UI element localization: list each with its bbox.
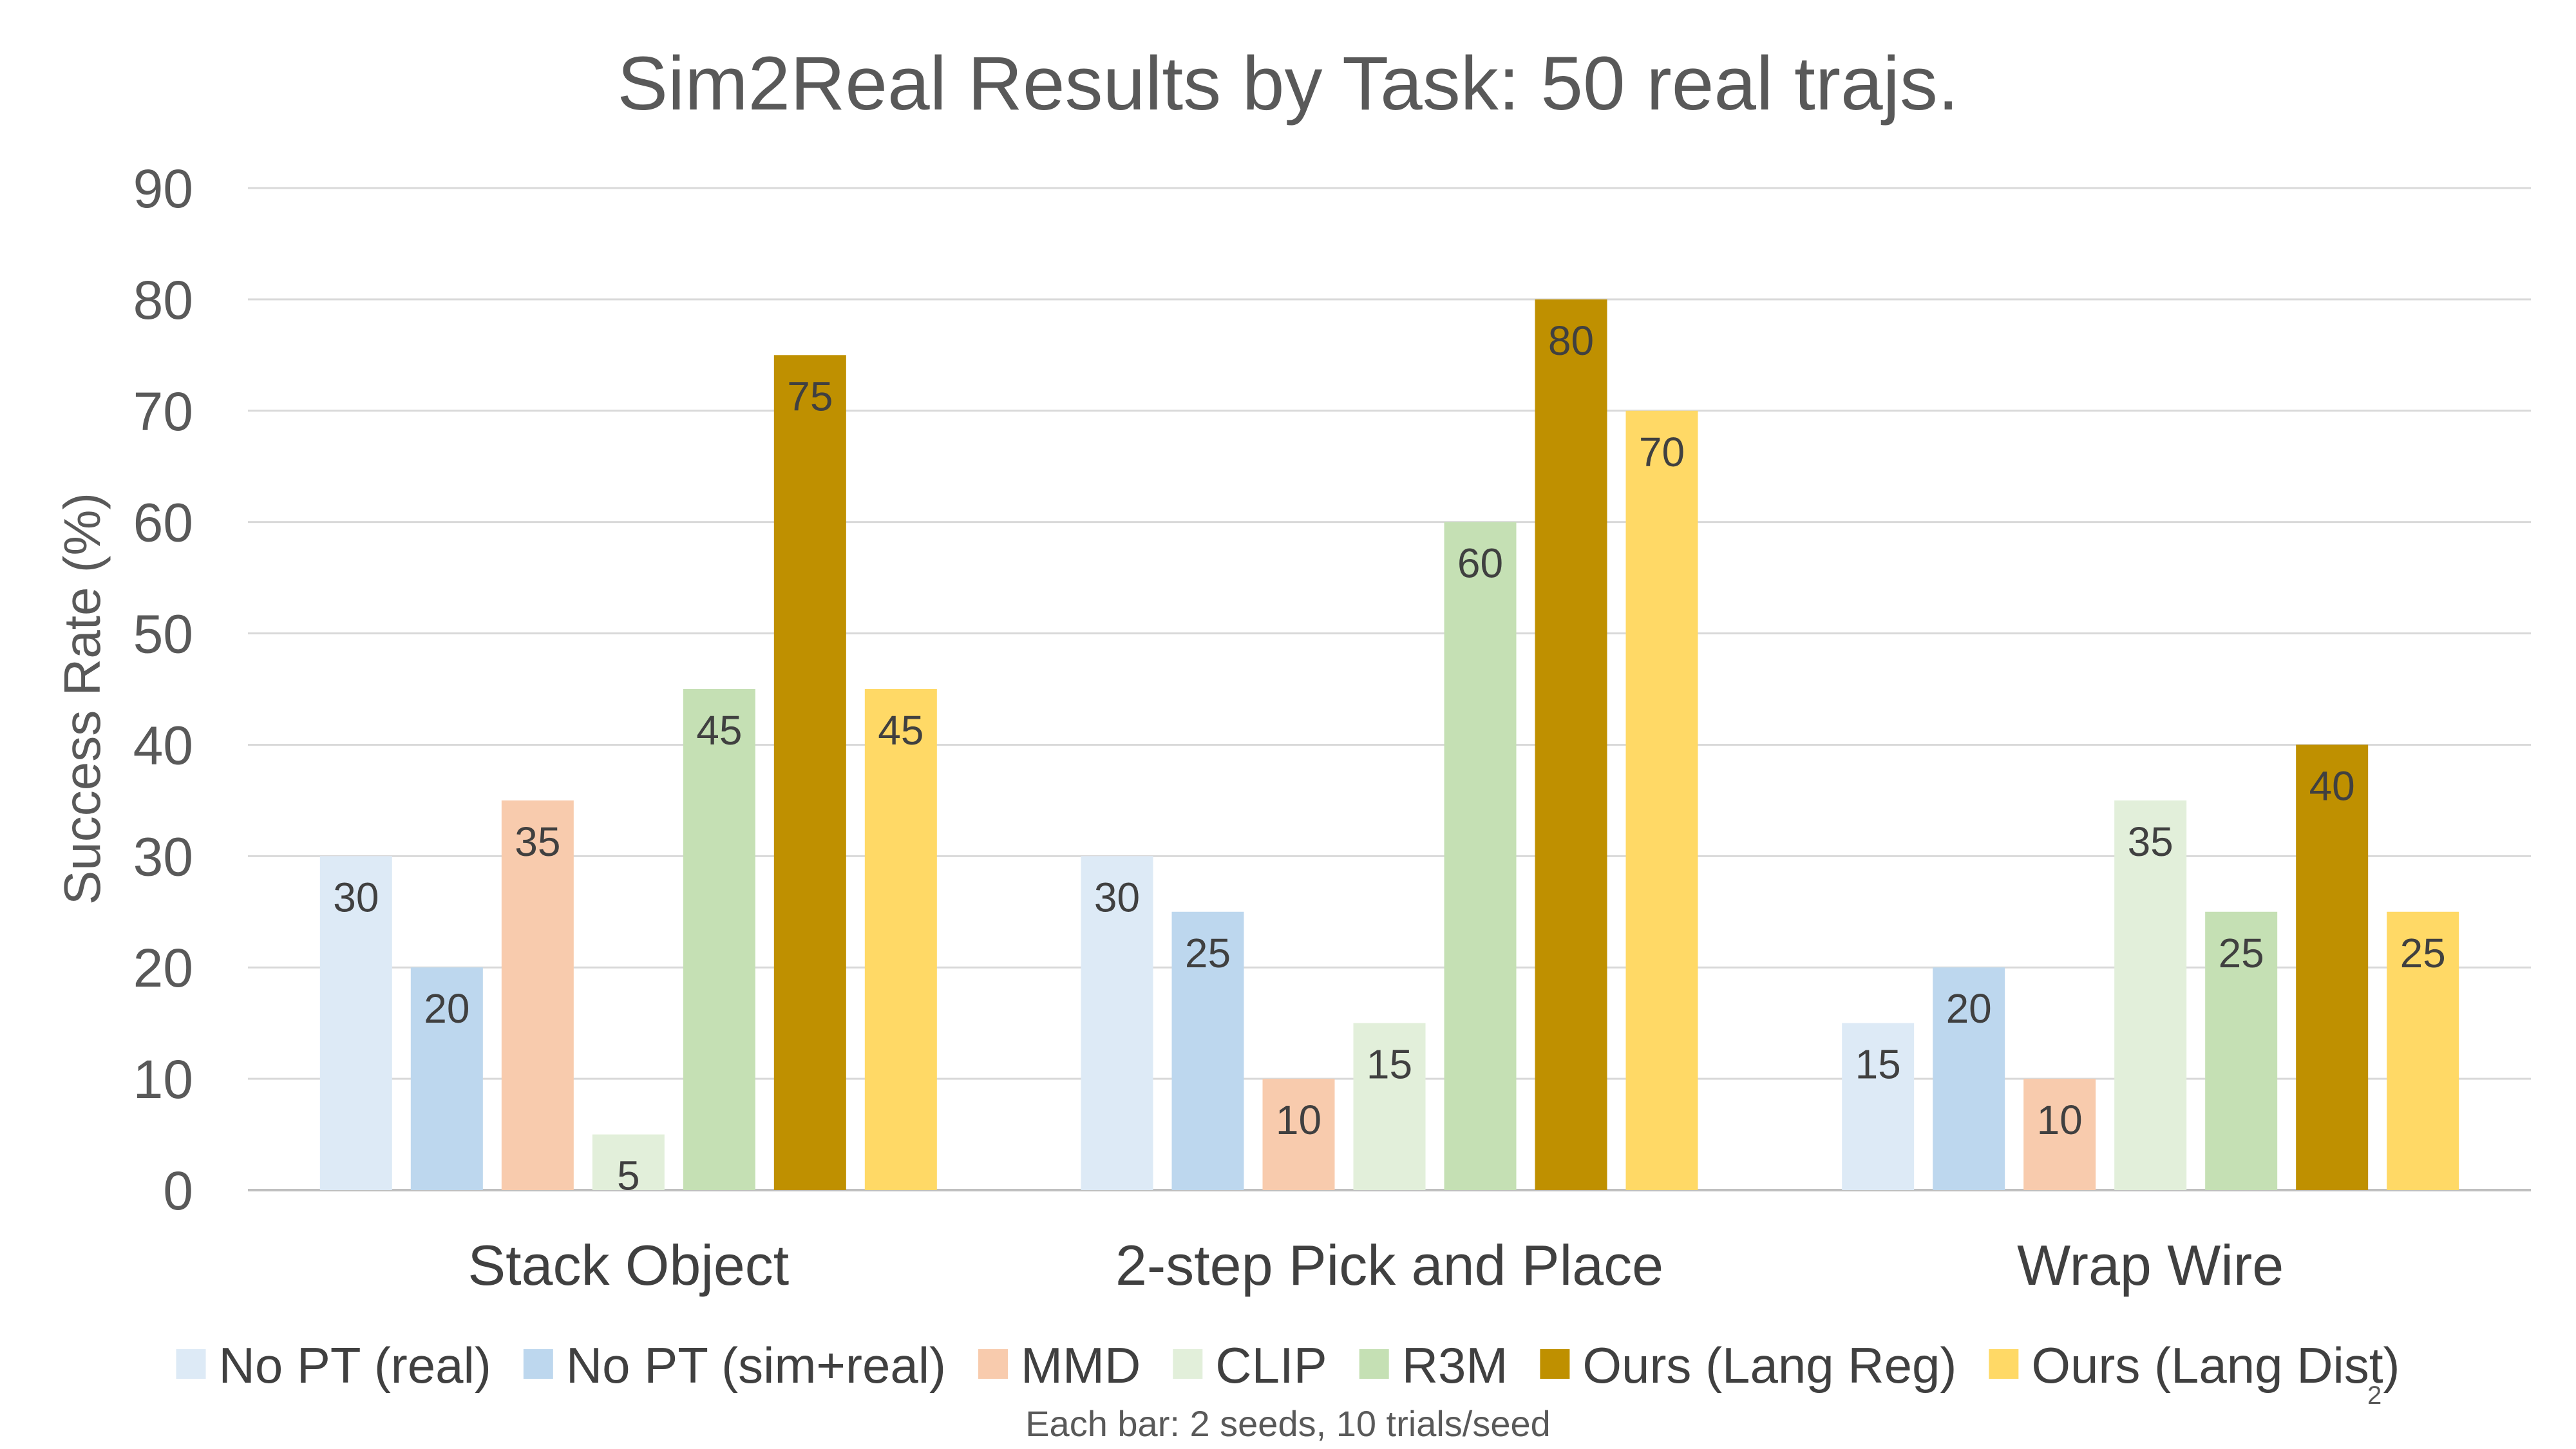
data-label: 25 bbox=[2219, 930, 2264, 976]
chart-title: Sim2Real Results by Task: 50 real trajs. bbox=[617, 41, 1958, 126]
y-tick-label: 50 bbox=[133, 604, 193, 665]
bar bbox=[1842, 1023, 1915, 1190]
bar bbox=[2387, 911, 2459, 1190]
data-label: 30 bbox=[333, 874, 379, 920]
y-tick-label: 30 bbox=[133, 826, 193, 887]
x-axis-categories: Stack Object 2-step Pick and Place Wrap Wi… bbox=[468, 1233, 2284, 1297]
legend-swatch bbox=[1540, 1349, 1570, 1379]
y-tick-label: 40 bbox=[133, 715, 193, 775]
bar bbox=[1262, 1079, 1335, 1190]
data-label: 70 bbox=[1639, 429, 1685, 475]
data-label: 60 bbox=[1457, 540, 1503, 587]
legend: No PT (real) No PT (sim+real) MMD CLIP R3M Ou… bbox=[176, 1337, 2400, 1394]
legend-swatch bbox=[176, 1349, 206, 1379]
legend-swatch bbox=[1173, 1349, 1203, 1379]
legend-label: R3M bbox=[1402, 1337, 1508, 1394]
bar bbox=[1625, 410, 1698, 1190]
bar bbox=[1353, 1023, 1426, 1190]
legend-item: MMD bbox=[978, 1337, 1141, 1394]
legend-label: Ours (Lang Dist) bbox=[2031, 1337, 2400, 1394]
data-label: 30 bbox=[1094, 874, 1140, 920]
y-axis-ticks: 0 10 20 30 40 50 60 70 80 90 bbox=[133, 158, 193, 1221]
data-labels: 30 20 35 5 45 75 45 30 25 10 15 60 80 70 15 20 10 35 25 40 2… bbox=[333, 317, 2446, 1199]
y-tick-label: 70 bbox=[133, 381, 193, 442]
bar bbox=[773, 355, 846, 1191]
data-label: 25 bbox=[1185, 930, 1231, 976]
legend-label: CLIP bbox=[1215, 1337, 1327, 1394]
bar bbox=[410, 967, 483, 1190]
legend-label: No PT (sim+real) bbox=[566, 1337, 946, 1394]
data-label: 45 bbox=[878, 707, 923, 753]
y-tick-label: 60 bbox=[133, 493, 193, 553]
x-category-label: Wrap Wire bbox=[2017, 1233, 2284, 1297]
data-label: 15 bbox=[1855, 1041, 1901, 1088]
bar bbox=[1081, 856, 1153, 1190]
data-label: 35 bbox=[515, 819, 560, 865]
data-label: 80 bbox=[1548, 317, 1594, 364]
y-tick-label: 0 bbox=[163, 1160, 193, 1221]
gridlines bbox=[248, 187, 2531, 1191]
legend-swatch bbox=[1359, 1349, 1389, 1379]
data-label: 75 bbox=[787, 373, 833, 419]
bar bbox=[1535, 299, 1607, 1190]
data-label: 10 bbox=[1276, 1097, 1321, 1143]
legend-label: MMD bbox=[1021, 1337, 1141, 1394]
data-label: 40 bbox=[2309, 762, 2355, 809]
legend-item: No PT (real) bbox=[176, 1337, 491, 1394]
bars bbox=[319, 299, 2459, 1191]
legend-item: No PT (sim+real) bbox=[523, 1337, 946, 1394]
bar bbox=[864, 689, 937, 1190]
bar bbox=[2114, 800, 2187, 1190]
page-number: 2 bbox=[2367, 1381, 2382, 1410]
bar bbox=[2205, 911, 2278, 1190]
data-label: 20 bbox=[1946, 985, 1992, 1032]
legend-swatch bbox=[978, 1349, 1009, 1379]
y-tick-label: 80 bbox=[133, 270, 193, 330]
y-tick-label: 10 bbox=[133, 1049, 193, 1110]
bar bbox=[683, 689, 755, 1190]
bar bbox=[2023, 1079, 2096, 1190]
bar bbox=[501, 800, 574, 1190]
x-category-label: Stack Object bbox=[468, 1233, 789, 1297]
bar bbox=[319, 856, 392, 1190]
bar bbox=[1171, 911, 1244, 1190]
legend-item: Ours (Lang Reg) bbox=[1540, 1337, 1956, 1394]
legend-item: Ours (Lang Dist) bbox=[1989, 1337, 2400, 1394]
y-tick-label: 90 bbox=[133, 158, 193, 219]
bar bbox=[592, 1134, 665, 1190]
legend-label: No PT (real) bbox=[219, 1337, 491, 1394]
legend-item: R3M bbox=[1359, 1337, 1508, 1394]
y-tick-label: 20 bbox=[133, 938, 193, 998]
x-category-label: 2-step Pick and Place bbox=[1115, 1233, 1663, 1297]
data-label: 20 bbox=[424, 985, 469, 1032]
data-label: 25 bbox=[2400, 930, 2446, 976]
bar bbox=[1933, 967, 2005, 1190]
data-label: 10 bbox=[2037, 1097, 2083, 1143]
legend-swatch bbox=[1989, 1349, 2019, 1379]
bar bbox=[2296, 744, 2369, 1190]
legend-swatch bbox=[523, 1349, 553, 1379]
y-axis-label: Success Rate (%) bbox=[53, 493, 111, 905]
footnote: Each bar: 2 seeds, 10 trials/seed bbox=[1025, 1403, 1551, 1444]
data-label: 5 bbox=[617, 1153, 640, 1199]
legend-label: Ours (Lang Reg) bbox=[1582, 1337, 1956, 1394]
data-label: 45 bbox=[696, 707, 742, 753]
legend-item: CLIP bbox=[1173, 1337, 1327, 1394]
data-label: 15 bbox=[1367, 1041, 1412, 1088]
data-label: 35 bbox=[2128, 819, 2174, 865]
bar bbox=[1444, 522, 1517, 1190]
